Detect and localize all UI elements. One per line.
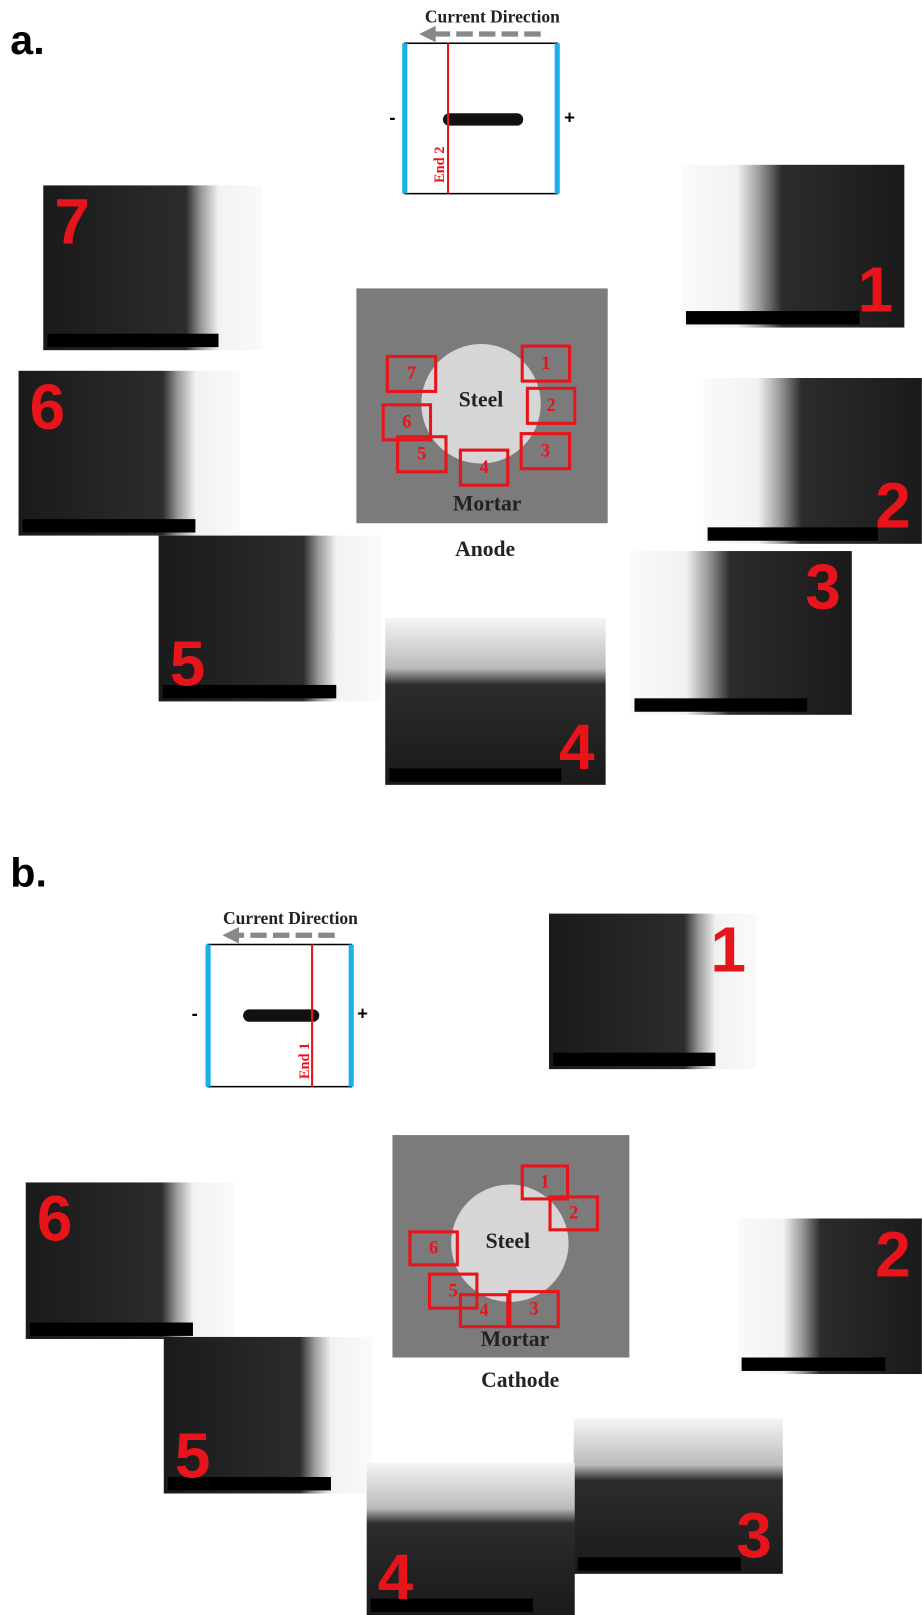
micrograph-number: 6 — [37, 1182, 73, 1254]
steel-label: Steel — [459, 388, 503, 412]
current-arrowhead — [419, 26, 435, 42]
micrograph-databar — [742, 1358, 886, 1371]
micrograph: 1 — [549, 914, 757, 1070]
micrograph: 4 — [367, 1463, 575, 1615]
micrograph-databar — [47, 334, 218, 347]
location-number: 3 — [541, 440, 550, 461]
micrograph-number: 1 — [710, 914, 746, 986]
steel-label: Steel — [486, 1229, 530, 1253]
micrograph-number: 1 — [858, 253, 894, 325]
location-number: 7 — [407, 363, 416, 384]
micrograph-number: 4 — [559, 711, 595, 783]
micrograph: 3 — [574, 1418, 783, 1574]
figure: 7 1 6 2 5 3 4 a. Current Direction End 2 - + Steel Mo… — [0, 0, 922, 1615]
micrograph-databar — [634, 698, 807, 711]
micrograph-number: 2 — [875, 1219, 911, 1291]
location-number: 1 — [541, 353, 550, 374]
micrograph-databar — [30, 1323, 193, 1336]
location-number: 2 — [546, 395, 555, 416]
plus-label: + — [357, 1002, 368, 1023]
micrograph: 4 — [385, 618, 605, 785]
micrograph-databar — [578, 1557, 741, 1570]
location-number: 4 — [479, 1300, 488, 1321]
micrograph-number: 3 — [805, 551, 841, 623]
current-direction-label: Current Direction — [223, 908, 358, 928]
panel-label: b. — [10, 849, 47, 895]
location-number: 3 — [529, 1298, 538, 1319]
location-number: 4 — [479, 457, 488, 478]
end-label: End 2 — [432, 147, 448, 183]
micrograph: 5 — [164, 1337, 373, 1494]
figure-content: 7 1 6 2 5 3 4 a. Current Direction End 2 - + Steel Mo… — [10, 7, 922, 1615]
micrograph-number: 6 — [30, 371, 66, 443]
micrograph-number: 5 — [170, 627, 206, 699]
panel-label: a. — [10, 17, 44, 63]
steel-bar — [243, 1009, 319, 1021]
current-direction-label: Current Direction — [425, 7, 560, 27]
micrograph-databar — [708, 527, 878, 540]
micrograph: 6 — [19, 371, 240, 536]
end-label: End 1 — [297, 1043, 313, 1079]
mortar-label: Mortar — [453, 492, 522, 516]
minus-label: - — [389, 106, 395, 127]
micrograph-databar — [553, 1053, 715, 1066]
location-number: 6 — [429, 1238, 438, 1259]
micrograph: 5 — [159, 536, 381, 702]
micrograph-number: 7 — [54, 185, 90, 257]
mortar-label: Mortar — [481, 1327, 550, 1351]
region-label: Cathode — [481, 1368, 559, 1392]
micrograph: 6 — [26, 1182, 235, 1339]
location-number: 1 — [540, 1172, 549, 1193]
minus-label: - — [192, 1002, 198, 1023]
micrograph: 3 — [630, 551, 851, 715]
location-number: 5 — [449, 1280, 458, 1301]
micrograph: 2 — [737, 1218, 921, 1374]
micrograph-number: 4 — [378, 1541, 414, 1613]
micrograph-number: 3 — [736, 1500, 772, 1572]
location-number: 2 — [569, 1203, 578, 1224]
region-label: Anode — [455, 537, 515, 561]
micrograph-number: 2 — [875, 470, 911, 542]
micrograph: 2 — [703, 378, 921, 544]
micrograph-databar — [389, 768, 561, 781]
current-arrowhead — [222, 927, 238, 943]
steel-bar — [443, 113, 523, 125]
plus-label: + — [564, 106, 575, 127]
micrograph-databar — [686, 311, 860, 324]
micrograph: 7 — [43, 185, 262, 350]
location-number: 6 — [402, 412, 411, 433]
micrograph: 1 — [682, 165, 904, 328]
micrograph-databar — [23, 519, 196, 532]
micrograph-number: 5 — [175, 1419, 211, 1491]
location-number: 5 — [417, 444, 426, 465]
